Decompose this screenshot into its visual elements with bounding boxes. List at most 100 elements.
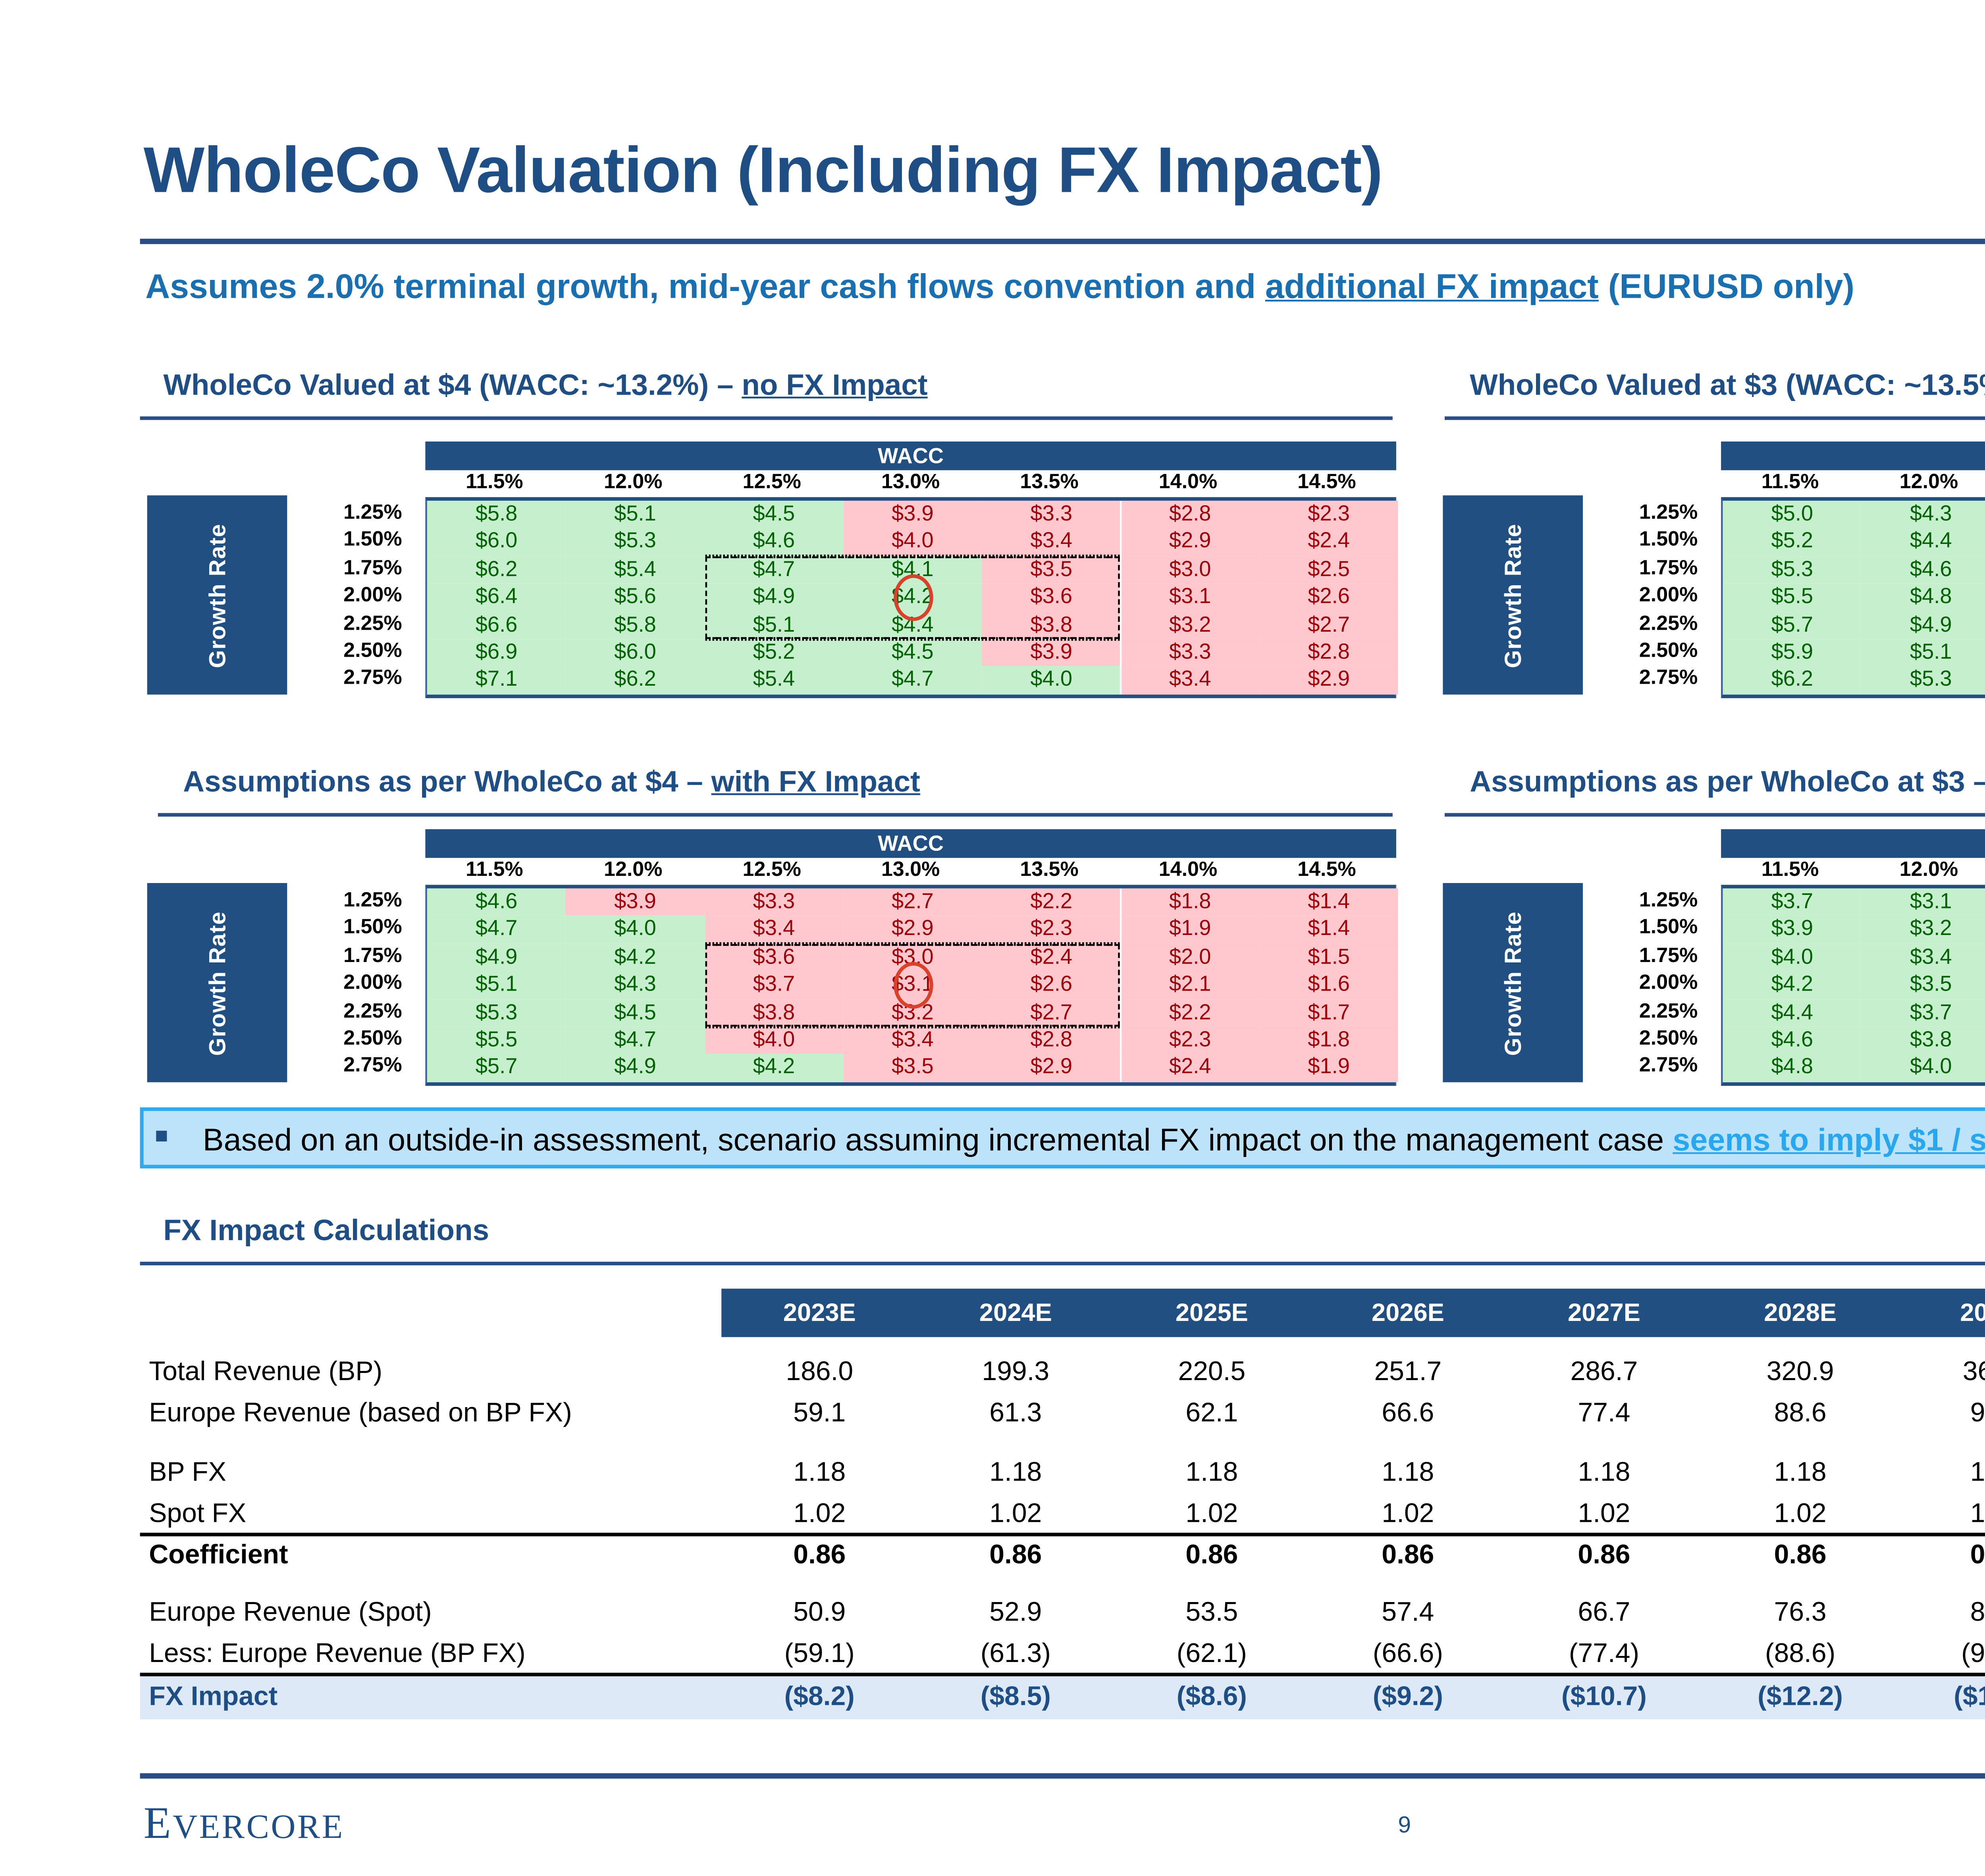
growth-row-header: 1.50% — [343, 918, 402, 939]
wacc-column-header: 14.0% — [1158, 860, 1218, 881]
value-cell: $3.8 — [982, 611, 1121, 639]
subtitle-link[interactable]: additional FX impact — [1265, 269, 1599, 307]
growth-row-header: 2.00% — [343, 585, 402, 607]
row-value: 57.4 — [1382, 1597, 1434, 1628]
wacc-column-header: 13.0% — [881, 860, 940, 881]
value-cell: $6.2 — [566, 666, 705, 694]
value-cell: $2.9 — [843, 916, 982, 944]
value-cell: $4.0 — [704, 1026, 844, 1055]
value-cell: $4.8 — [1723, 1054, 1862, 1082]
growth-row-header: 1.75% — [1639, 945, 1698, 967]
row-value: 76.3 — [1774, 1597, 1827, 1628]
row-value: ($8.6) — [1176, 1681, 1247, 1712]
value-cell: $5.9 — [1723, 639, 1862, 667]
growth-row-header: 2.00% — [1639, 585, 1698, 607]
callout-text: Based on an outside-in assessment, scena… — [203, 1122, 1985, 1159]
value-cell: $4.6 — [427, 888, 566, 916]
value-cell: $4.9 — [1861, 611, 1985, 639]
wacc-column-header: 14.0% — [1158, 472, 1218, 494]
value-cell: $4.2 — [1723, 971, 1862, 999]
value-cell: $3.0 — [843, 943, 982, 972]
value-cell: $6.9 — [427, 639, 566, 667]
year-column-header: 2025E — [1175, 1298, 1248, 1327]
growth-row-header: 2.75% — [1639, 668, 1698, 690]
growth-rate-label: Growth Rate — [204, 523, 231, 667]
heading-link: no FX Impact — [742, 370, 928, 402]
value-cell: $4.7 — [427, 916, 566, 944]
row-value: 1.18 — [1578, 1457, 1630, 1488]
row-value: 0.86 — [1185, 1540, 1238, 1571]
row-value: ($8.5) — [980, 1681, 1051, 1712]
value-cell: $4.4 — [843, 611, 982, 639]
coefficient-divider — [140, 1533, 1985, 1537]
value-cell: $4.4 — [1723, 999, 1862, 1027]
row-value: 62.1 — [1185, 1398, 1238, 1429]
wacc-column-header: 12.0% — [604, 860, 663, 881]
value-cell: $4.0 — [982, 666, 1121, 694]
value-cell: $4.1 — [843, 556, 982, 584]
row-value: 320.9 — [1766, 1357, 1834, 1388]
value-cell: $4.9 — [566, 1054, 705, 1082]
value-cell: $2.5 — [1259, 556, 1398, 584]
page-number: 9 — [1398, 1811, 1411, 1838]
value-cell: $2.6 — [1259, 583, 1398, 611]
value-cell: $3.4 — [704, 916, 844, 944]
row-value: (66.6) — [1372, 1639, 1443, 1669]
value-cell: $4.6 — [704, 528, 844, 556]
footer-divider — [140, 1773, 1985, 1779]
row-label: BP FX — [149, 1457, 226, 1488]
wacc-column-header: 14.5% — [1297, 472, 1356, 494]
row-value: (61.3) — [980, 1639, 1051, 1669]
wacc-column-header: 13.0% — [881, 472, 940, 494]
row-label: Spot FX — [149, 1498, 247, 1529]
value-cell: $1.9 — [1259, 1054, 1398, 1082]
value-grid: $5.8 $5.1 $4.5 $3.9 $3.3 $2.8 $2.3 $6.0 $5.3 $4.6… — [425, 497, 1398, 698]
value-grid: $3.7$3.1$2.5$2.0$1.5$1.1$0.7$3.9$3.2$2.6… — [1721, 885, 1985, 1086]
value-cell: $3.4 — [1861, 943, 1985, 972]
value-cell: $4.7 — [566, 1026, 705, 1055]
value-cell: $3.3 — [982, 501, 1121, 528]
value-cell: $2.9 — [982, 1054, 1121, 1082]
row-value: 1.02 — [1185, 1498, 1238, 1529]
fx-impact-divider — [140, 1673, 1985, 1677]
sensitivity-table-4: Growth RateWACC11.5%12.0%12.5%13.0%13.5%… — [1443, 829, 1985, 1098]
value-cell: $3.9 — [982, 639, 1121, 667]
growth-row-header: 2.25% — [343, 613, 402, 635]
row-value: 1.02 — [1382, 1498, 1434, 1529]
section-divider — [158, 813, 1393, 817]
growth-row-header: 1.75% — [1639, 557, 1698, 580]
value-cell: $4.0 — [843, 528, 982, 556]
value-cell: $4.7 — [704, 556, 844, 584]
year-column-header: 2029E — [1960, 1298, 1985, 1327]
section-divider — [140, 1261, 1985, 1265]
value-cell: $3.2 — [843, 999, 982, 1027]
row-value: (88.6) — [1765, 1639, 1836, 1669]
row-value: 77.4 — [1578, 1398, 1630, 1429]
row-value: 1.18 — [1185, 1457, 1238, 1488]
heading-text: Assumptions as per WholeCo at $3 – — [1470, 766, 1985, 799]
value-cell: $3.8 — [1861, 1026, 1985, 1055]
growth-rate-axis-label: Growth Rate — [147, 883, 287, 1082]
value-cell: $4.2 — [566, 943, 705, 972]
row-value: 360.7 — [1962, 1357, 1985, 1388]
growth-row-header: 1.50% — [1639, 918, 1698, 939]
value-cell: $2.9 — [1259, 666, 1398, 694]
wacc-column-header: 11.5% — [1761, 860, 1819, 881]
year-column-header: 2023E — [783, 1298, 856, 1327]
value-cell: $1.8 — [1120, 888, 1260, 916]
growth-row-header: 2.25% — [343, 1001, 402, 1022]
callout-link[interactable]: seems to imply $1 / share decrease in DC… — [1673, 1122, 1985, 1158]
value-cell: $5.1 — [566, 501, 705, 528]
wacc-column-header: 11.5% — [466, 860, 523, 881]
growth-row-header: 1.50% — [1639, 530, 1698, 552]
sensitivity-table-2: Growth RateWACC11.5%12.0%12.5%13.0%13.5%… — [1443, 442, 1985, 711]
growth-rate-label: Growth Rate — [204, 910, 231, 1055]
value-cell: $4.8 — [1861, 583, 1985, 611]
value-cell: $3.6 — [704, 943, 844, 972]
value-cell: $2.8 — [1259, 639, 1398, 667]
row-value: 61.3 — [989, 1398, 1042, 1429]
value-cell: $3.1 — [843, 971, 982, 999]
value-cell: $5.3 — [427, 999, 566, 1027]
value-grid: $5.0$4.3$3.7$3.1$2.6$2.1$1.7$5.2$4.4$3.8… — [1721, 497, 1985, 698]
